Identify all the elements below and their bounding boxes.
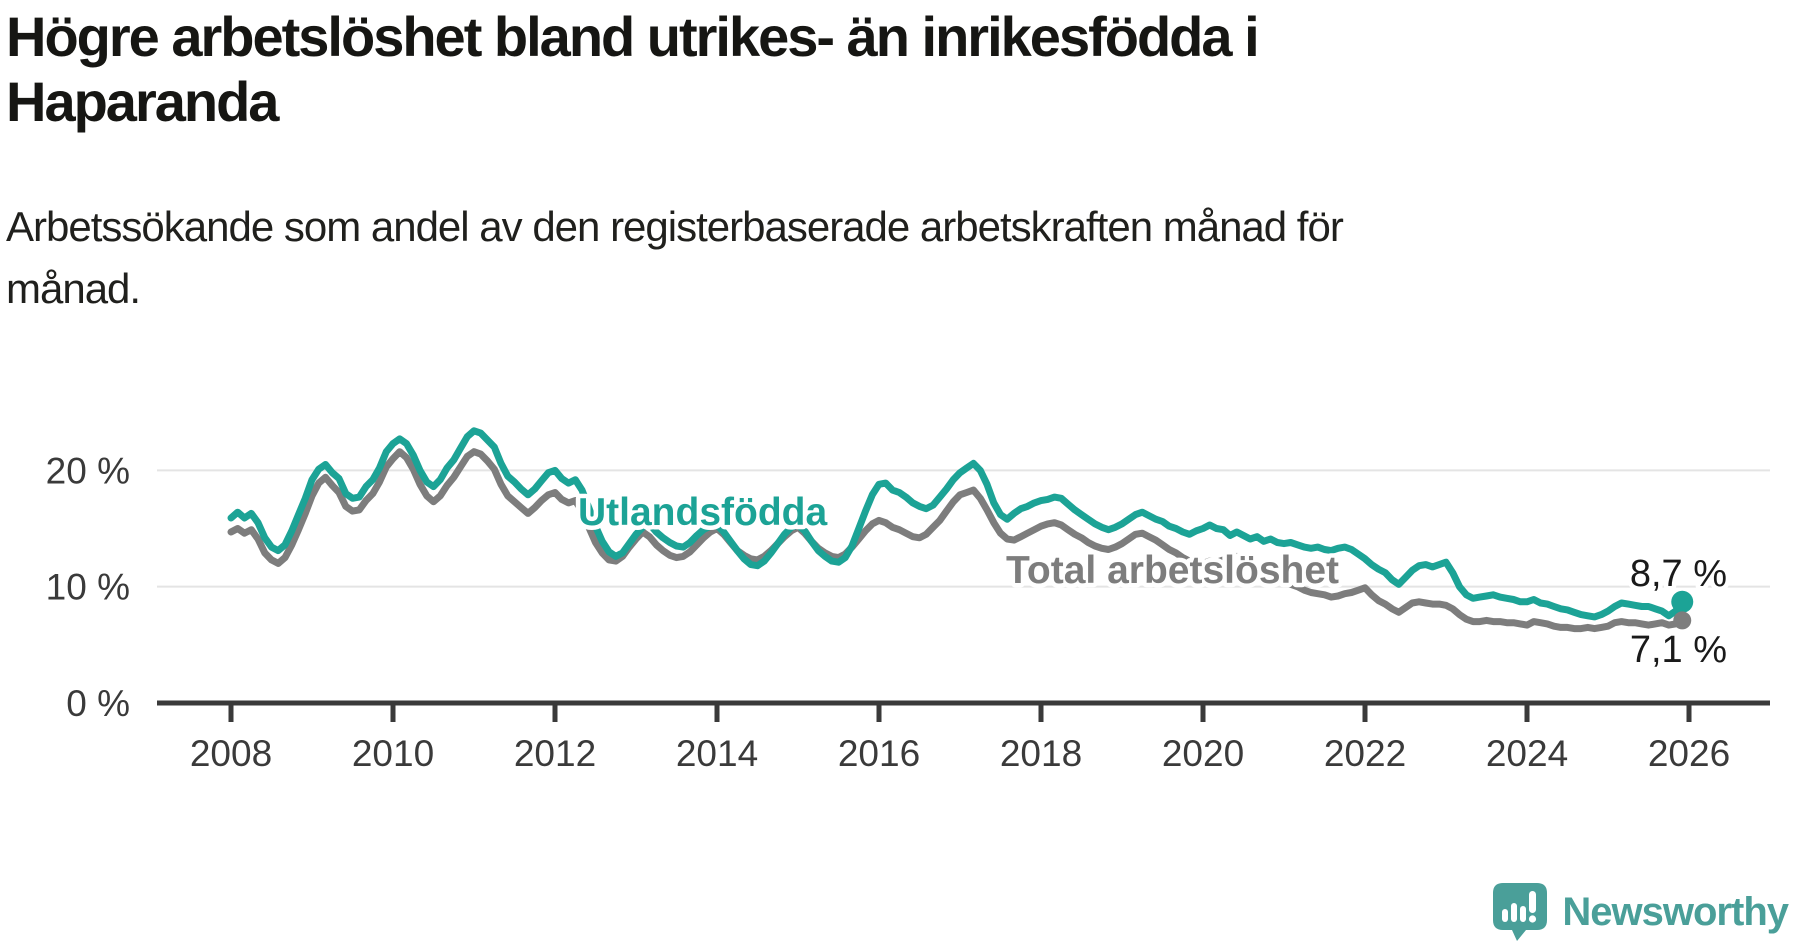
x-tick-label: 2008 [190,733,272,774]
x-tick-label: 2022 [1324,733,1406,774]
logo-exclamation-bar [1529,891,1537,913]
end-dot-utlandsf-dda [1671,590,1694,613]
logo-bar-3 [1520,906,1527,922]
x-tick-label: 2026 [1648,733,1730,774]
newsworthy-logo-icon [1493,883,1548,941]
x-tick-label: 2010 [352,733,434,774]
logo-bar-1 [1502,909,1509,922]
chart-subtitle: Arbetssökande som andel av den registerb… [6,196,1756,320]
end-value-label-total-arbetsl-shet: 7,1 % [1630,629,1727,671]
chart-subtitle-line1: Arbetssökande som andel av den registerb… [6,203,1344,250]
series-line-total-arbetsl-shet [227,448,1686,633]
logo-exclamation-dot [1529,915,1537,923]
y-tick-label: 0 % [66,683,130,724]
x-tick-label: 2016 [838,733,920,774]
x-tick-label: 2014 [676,733,758,774]
logo-bar-2 [1511,903,1518,922]
x-tick-label: 2018 [1000,733,1082,774]
x-tick-label: 2024 [1486,733,1568,774]
chart-title: Högre arbetslöshet bland utrikes- än inr… [6,4,1756,134]
end-dot-total-arbetsl-shet [1673,611,1692,630]
end-value-label-utlandsf-dda: 8,7 % [1630,553,1727,595]
x-tick-label: 2020 [1162,733,1244,774]
y-tick-label: 10 % [46,567,130,608]
y-tick-label: 20 % [46,450,130,491]
series-label-utlandsf-dda: Utlandsfödda [578,491,827,534]
newsworthy-wordmark: Newsworthy [1562,889,1789,934]
newsworthy-logo: Newsworthy [1492,882,1789,942]
chart-title-line1: Högre arbetslöshet bland utrikes- än inr… [6,5,1260,68]
chart-subtitle-line2: månad. [6,265,141,312]
series-label-total-arbetsl-shet: Total arbetslöshet [1006,549,1339,592]
series-line-utlandsf-dda [227,427,1686,621]
x-tick-label: 2012 [514,733,596,774]
chart-title-line2: Haparanda [6,70,279,133]
